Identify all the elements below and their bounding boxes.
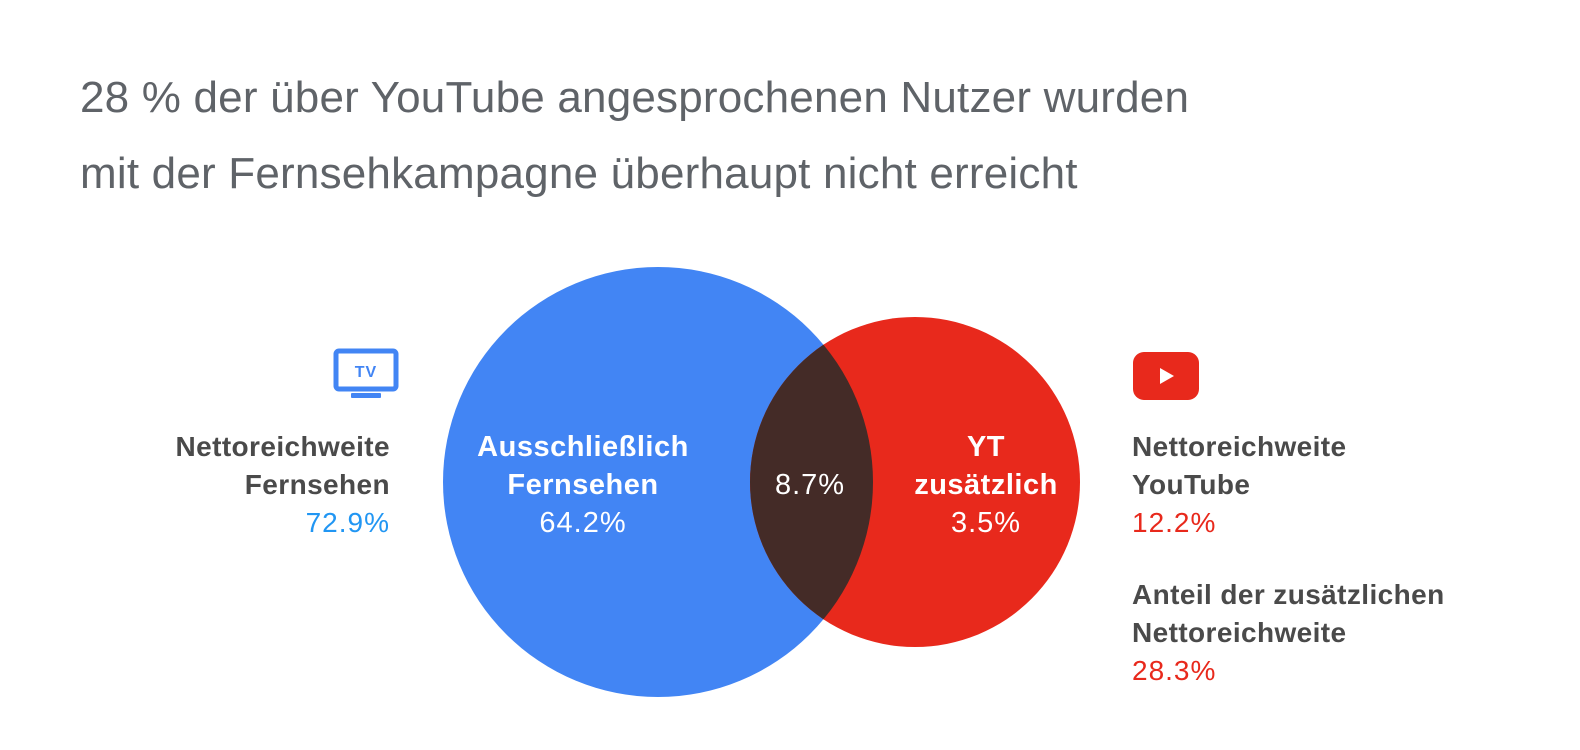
tv-reach-line1: Nettoreichweite [175, 431, 390, 462]
yt-only-line1: YT [966, 431, 1006, 463]
additional-reach-line1: Anteil der zusätzlichen [1132, 579, 1445, 610]
title-line-1: 28 % der über YouTube angesprochenen Nut… [80, 73, 1190, 122]
yt-reach-line2: YouTube [1132, 469, 1251, 500]
title-line-2: mit der Fernsehkampagne überhaupt nicht … [80, 149, 1078, 198]
yt-only-line2: zusätzlich [914, 469, 1058, 501]
overlap-value: 8.7% [774, 469, 846, 501]
tv-reach-info: Nettoreichweite Fernsehen 72.9% [176, 428, 391, 542]
tv-only-line1: Ausschließlich [477, 431, 689, 463]
yt-reach-line1: Nettoreichweite [1132, 431, 1347, 462]
tv-reach-line2: Fernsehen [244, 469, 390, 500]
page-title: 28 % der über YouTube angesprochenen Nut… [80, 60, 1480, 212]
tv-reach-value: 72.9% [305, 507, 390, 538]
yt-only-value: 3.5% [950, 507, 1022, 539]
tv-icon-label: TV [355, 364, 377, 381]
yt-reach-info: Nettoreichweite YouTube 12.2% [1132, 428, 1347, 542]
additional-reach-line2: Nettoreichweite [1132, 617, 1347, 648]
youtube-play-icon [1133, 352, 1199, 400]
overlap-region [750, 317, 873, 647]
additional-reach-value: 28.3% [1132, 655, 1217, 686]
tv-circle [443, 267, 873, 697]
tv-icon: TV [333, 348, 399, 398]
tv-only-label: Ausschließlich Fernsehen 64.2% [468, 428, 698, 542]
tv-only-value: 64.2% [539, 507, 627, 539]
tv-only-line2: Fernsehen [507, 469, 659, 501]
additional-reach-info: Anteil der zusätzlichen Nettoreichweite … [1132, 576, 1445, 690]
overlap-label: 8.7% [740, 466, 880, 504]
yt-reach-value: 12.2% [1132, 507, 1217, 538]
yt-only-label: YT zusätzlich 3.5% [896, 428, 1076, 542]
